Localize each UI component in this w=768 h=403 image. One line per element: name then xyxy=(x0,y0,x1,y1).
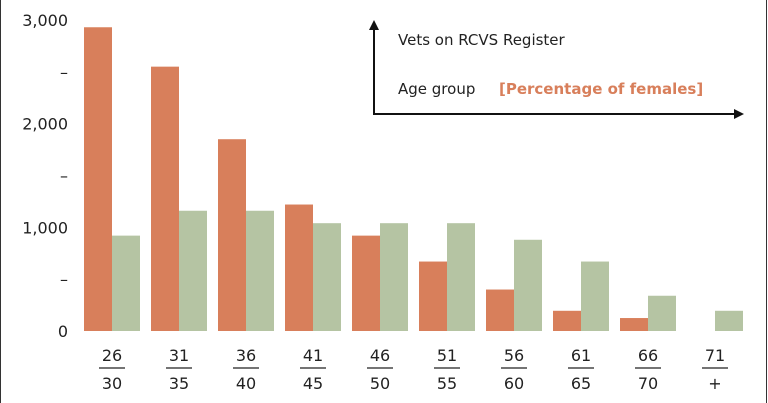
legend-x-note: [Percentage of females] xyxy=(499,80,703,98)
y-tick-label: 0 xyxy=(58,322,68,341)
x-tick-label-top: 26 xyxy=(102,346,122,365)
y-tick-label: – xyxy=(60,63,68,82)
x-tick-label-bottom: 40 xyxy=(236,374,256,393)
x-tick-label-top: 31 xyxy=(169,346,189,365)
bar-series-green-6 xyxy=(514,239,542,331)
bar-series-orange-6 xyxy=(486,289,514,331)
x-tick-label-bottom: 65 xyxy=(571,374,591,393)
bar-series-green-8 xyxy=(648,295,676,331)
x-tick-label-top: 51 xyxy=(437,346,457,365)
bar-series-orange-2 xyxy=(218,139,246,331)
bar-series-green-3 xyxy=(313,223,341,331)
x-tick-label-top: 66 xyxy=(638,346,658,365)
bar-series-orange-4 xyxy=(352,235,380,331)
x-tick-label-bottom: 55 xyxy=(437,374,457,393)
bar-series-green-1 xyxy=(179,210,207,331)
x-tick-label-top: 71 xyxy=(705,346,725,365)
y-tick-label: 3,000 xyxy=(22,11,68,30)
bar-series-green-7 xyxy=(581,261,609,331)
legend-y-caption: Vets on RCVS Register xyxy=(398,31,566,49)
arrow-right-icon xyxy=(734,109,744,119)
bar-series-orange-3 xyxy=(285,204,313,331)
x-tick-label-bottom: + xyxy=(708,374,721,393)
x-tick-label-top: 56 xyxy=(504,346,524,365)
bar-series-orange-5 xyxy=(419,261,447,331)
bar-series-green-0 xyxy=(112,235,140,331)
x-tick-label-top: 36 xyxy=(236,346,256,365)
x-tick-label-top: 61 xyxy=(571,346,591,365)
x-tick-label-bottom: 30 xyxy=(102,374,122,393)
bar-series-green-4 xyxy=(380,223,408,331)
bar-series-orange-8 xyxy=(620,318,648,331)
bar-series-green-9 xyxy=(715,310,743,331)
arrow-up-icon xyxy=(369,20,379,30)
y-tick-label: 2,000 xyxy=(22,115,68,134)
y-tick-label: 1,000 xyxy=(22,218,68,237)
y-tick-label: – xyxy=(60,167,68,186)
x-tick-label-top: 46 xyxy=(370,346,390,365)
bar-series-green-5 xyxy=(447,223,475,331)
x-tick-label-top: 41 xyxy=(303,346,323,365)
x-tick-label-bottom: 60 xyxy=(504,374,524,393)
x-tick-label-bottom: 45 xyxy=(303,374,323,393)
bar-series-orange-7 xyxy=(553,310,581,331)
bar-series-green-2 xyxy=(246,210,274,331)
bar-series-orange-1 xyxy=(151,66,179,332)
y-tick-label: – xyxy=(60,270,68,289)
x-tick-label-bottom: 35 xyxy=(169,374,189,393)
legend-x-caption: Age group xyxy=(398,80,475,98)
x-tick-label-bottom: 70 xyxy=(638,374,658,393)
x-tick-label-bottom: 50 xyxy=(370,374,390,393)
legend: Vets on RCVS Register Age group [Percent… xyxy=(369,20,744,119)
bar-series-orange-0 xyxy=(84,27,112,332)
